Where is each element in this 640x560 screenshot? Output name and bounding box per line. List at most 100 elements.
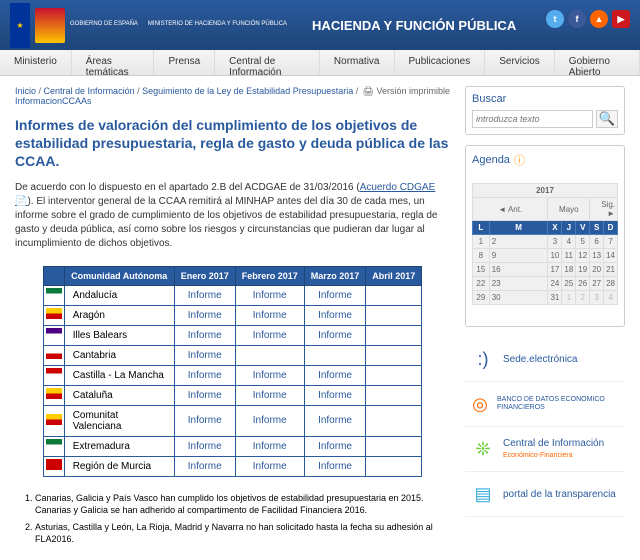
sidebar-link-label: Central de InformaciónEconómico-Financie… — [503, 438, 604, 460]
region-name: Comunitat Valenciana — [64, 405, 174, 436]
breadcrumb-link[interactable]: Central de Información — [44, 86, 135, 96]
sidebar-link[interactable]: ▤portal de la transparencia — [465, 472, 625, 517]
informe-link[interactable]: Informe — [188, 390, 222, 401]
info-icon[interactable]: ⓘ — [514, 152, 525, 168]
cal-day[interactable]: 1 — [562, 291, 576, 305]
informe-link[interactable]: Informe — [253, 330, 287, 341]
cal-day[interactable]: 29 — [473, 291, 490, 305]
nav-item[interactable]: Servicios — [485, 50, 555, 75]
cal-day[interactable]: 10 — [548, 249, 562, 263]
cal-day[interactable]: 4 — [604, 291, 618, 305]
cal-day[interactable]: 3 — [590, 291, 604, 305]
informe-link[interactable]: Informe — [188, 290, 222, 301]
cal-day[interactable]: 12 — [576, 249, 590, 263]
informe-link[interactable]: Informe — [318, 370, 352, 381]
sidebar-link[interactable]: :)Sede.electrónica — [465, 337, 625, 382]
nav-item[interactable]: Prensa — [154, 50, 215, 75]
print-link[interactable]: Versión imprimible — [363, 86, 450, 97]
nav-item[interactable]: Central de Información — [215, 50, 320, 75]
breadcrumb-link[interactable]: Inicio — [15, 86, 36, 96]
nav-item[interactable]: Áreas temáticas — [72, 50, 155, 75]
cal-day[interactable]: 9 — [489, 249, 548, 263]
cal-day[interactable]: 17 — [548, 263, 562, 277]
nav-item[interactable]: Ministerio — [0, 50, 72, 75]
cal-day[interactable]: 5 — [576, 235, 590, 249]
nav-item[interactable]: Gobierno Abierto — [555, 50, 640, 75]
cal-day[interactable]: 27 — [590, 277, 604, 291]
cal-day[interactable]: 16 — [489, 263, 548, 277]
search-button[interactable]: 🔍 — [596, 110, 618, 128]
nav-item[interactable]: Normativa — [320, 50, 395, 75]
sidebar-link[interactable]: ❊ Central de InformaciónEconómico-Financi… — [465, 427, 625, 472]
table-row: AndalucíaInformeInformeInforme — [43, 285, 422, 305]
cal-day[interactable]: 8 — [473, 249, 490, 263]
cal-day[interactable]: 19 — [576, 263, 590, 277]
sidebar-link-icon: ❊ — [469, 435, 497, 463]
breadcrumb-link[interactable]: InformacionCCAAs — [15, 96, 92, 106]
cal-next[interactable]: Sig. ► — [590, 198, 618, 221]
informe-link[interactable]: Informe — [253, 390, 287, 401]
sidebar-link-icon: ◎ — [469, 390, 491, 418]
informe-link[interactable]: Informe — [253, 370, 287, 381]
informe-link[interactable]: Informe — [318, 461, 352, 472]
informe-link[interactable]: Informe — [188, 330, 222, 341]
cal-day[interactable]: 13 — [590, 249, 604, 263]
cal-day[interactable]: 31 — [548, 291, 562, 305]
cal-day[interactable]: 14 — [604, 249, 618, 263]
informe-link[interactable]: Informe — [253, 415, 287, 426]
cal-day[interactable]: 20 — [590, 263, 604, 277]
informe-link[interactable]: Informe — [253, 441, 287, 452]
cal-day[interactable]: 25 — [562, 277, 576, 291]
cal-day[interactable]: 3 — [548, 235, 562, 249]
informe-link[interactable]: Informe — [318, 415, 352, 426]
informe-link[interactable]: Informe — [188, 350, 222, 361]
cal-day[interactable]: 4 — [562, 235, 576, 249]
cal-day[interactable]: 23 — [489, 277, 548, 291]
cal-day[interactable]: 22 — [473, 277, 490, 291]
informe-link[interactable]: Informe — [188, 441, 222, 452]
sidebar-link-label: Sede.electrónica — [503, 354, 578, 365]
cal-day[interactable]: 11 — [562, 249, 576, 263]
informe-link[interactable]: Informe — [253, 461, 287, 472]
cal-prev[interactable]: ◄ Ant. — [473, 198, 548, 221]
informe-link[interactable]: Informe — [188, 461, 222, 472]
informe-link[interactable]: Informe — [188, 415, 222, 426]
informe-link[interactable]: Informe — [188, 370, 222, 381]
informe-link[interactable]: Informe — [253, 310, 287, 321]
cal-year: 2017 — [473, 184, 618, 198]
informe-link[interactable]: Informe — [188, 310, 222, 321]
table-header — [43, 266, 64, 285]
cal-day[interactable]: 30 — [489, 291, 548, 305]
informe-link[interactable]: Informe — [318, 441, 352, 452]
search-input[interactable] — [472, 110, 593, 128]
cal-day[interactable]: 28 — [604, 277, 618, 291]
cal-day[interactable]: 18 — [562, 263, 576, 277]
facebook-icon[interactable]: f — [568, 10, 586, 28]
sidebar-link[interactable]: ◎BANCO DE DATOS ECONOMICO FINANCIEROS — [465, 382, 625, 427]
region-flag-icon — [46, 348, 62, 359]
informe-link[interactable]: Informe — [318, 290, 352, 301]
cal-day[interactable]: 21 — [604, 263, 618, 277]
cal-day[interactable]: 7 — [604, 235, 618, 249]
cal-day[interactable]: 6 — [590, 235, 604, 249]
site-title: HACIENDA Y FUNCIÓN PÚBLICA — [312, 18, 516, 33]
youtube-icon[interactable]: ▶ — [612, 10, 630, 28]
informe-link[interactable]: Informe — [318, 390, 352, 401]
cal-day[interactable]: 15 — [473, 263, 490, 277]
region-name: Castilla - La Mancha — [64, 365, 174, 385]
informe-link[interactable]: Informe — [318, 310, 352, 321]
cal-day[interactable]: 1 — [473, 235, 490, 249]
region-flag-icon — [46, 288, 62, 299]
eu-flag-icon: ★ — [10, 3, 30, 48]
rss-icon[interactable]: ▲ — [590, 10, 608, 28]
cal-day[interactable]: 24 — [548, 277, 562, 291]
informe-link[interactable]: Informe — [318, 330, 352, 341]
cal-day[interactable]: 2 — [489, 235, 548, 249]
informe-link[interactable]: Informe — [253, 290, 287, 301]
cal-day[interactable]: 26 — [576, 277, 590, 291]
breadcrumb-link[interactable]: Seguimiento de la Ley de Estabilidad Pre… — [142, 86, 353, 96]
region-flag-icon — [46, 388, 62, 399]
nav-item[interactable]: Publicaciones — [395, 50, 486, 75]
twitter-icon[interactable]: t — [546, 10, 564, 28]
cal-day[interactable]: 2 — [576, 291, 590, 305]
